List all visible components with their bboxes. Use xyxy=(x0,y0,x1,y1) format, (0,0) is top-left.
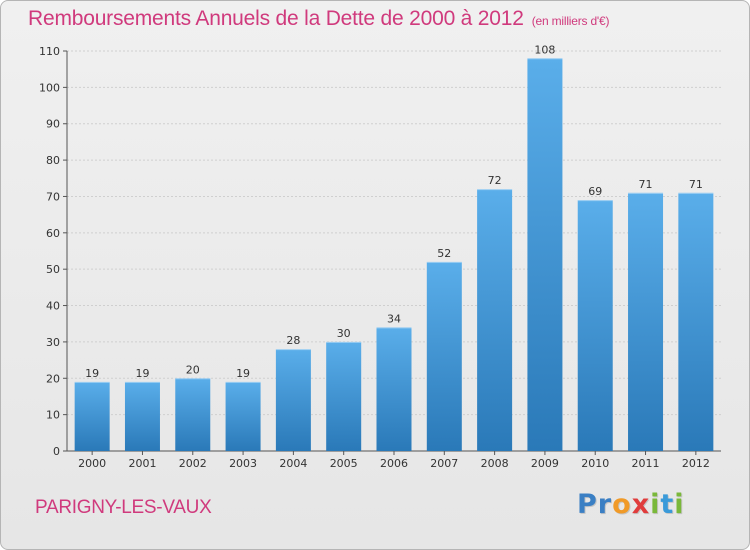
chart-subtitle: (en milliers d'€) xyxy=(531,14,610,28)
logo-letter: o xyxy=(612,489,632,520)
bars xyxy=(74,58,714,451)
value-label-2002: 20 xyxy=(186,363,200,376)
x-tick-label-2010: 2010 xyxy=(581,457,609,470)
logo-letter: P xyxy=(577,489,598,520)
bar-2005 xyxy=(326,341,362,451)
y-tick-label: 80 xyxy=(46,154,60,167)
value-label-2005: 30 xyxy=(337,327,351,340)
bar-2006 xyxy=(376,327,412,451)
value-label-2012: 71 xyxy=(689,178,703,191)
x-tick-label-2002: 2002 xyxy=(179,457,207,470)
x-tick-label-2007: 2007 xyxy=(430,457,458,470)
value-label-2008: 72 xyxy=(488,174,502,187)
value-label-2000: 19 xyxy=(85,367,99,380)
bar-2010 xyxy=(577,200,613,451)
bar-2000 xyxy=(74,381,110,451)
logo-letter: t xyxy=(660,489,675,520)
value-label-2003: 19 xyxy=(236,367,250,380)
x-tick-label-2012: 2012 xyxy=(682,457,710,470)
labels: 0 10 20 30 40 50 60 70 80 90 100 110 19 2000 19 2001 20 2… xyxy=(39,43,710,470)
logo-letter: r xyxy=(597,489,613,520)
value-label-2001: 19 xyxy=(135,367,149,380)
bar-2011 xyxy=(628,192,664,451)
bar-2009 xyxy=(527,58,563,451)
proxiti-logo: Proxiti xyxy=(577,489,685,520)
bar-2008 xyxy=(477,189,513,451)
y-tick-label: 20 xyxy=(46,372,60,385)
y-tick-label: 90 xyxy=(46,118,60,131)
bar-2004 xyxy=(275,349,311,451)
x-tick-label-2011: 2011 xyxy=(632,457,660,470)
bar-2002 xyxy=(175,378,211,451)
logo-letter: i xyxy=(674,489,685,520)
logo-letter: x xyxy=(631,489,651,520)
y-tick-label: 10 xyxy=(46,409,60,422)
value-label-2004: 28 xyxy=(286,334,300,347)
y-tick-label: 100 xyxy=(39,81,60,94)
bar-2012 xyxy=(678,192,714,451)
x-tick-label-2004: 2004 xyxy=(279,457,307,470)
x-tick-label-2008: 2008 xyxy=(481,457,509,470)
x-tick-label-2006: 2006 xyxy=(380,457,408,470)
value-label-2006: 34 xyxy=(387,312,401,325)
bar-2007 xyxy=(426,261,462,451)
bar-2003 xyxy=(225,381,261,451)
x-tick-label-2003: 2003 xyxy=(229,457,257,470)
x-tick-label-2000: 2000 xyxy=(78,457,106,470)
value-label-2007: 52 xyxy=(437,247,451,260)
y-tick-label: 50 xyxy=(46,263,60,276)
x-tick-label-2005: 2005 xyxy=(330,457,358,470)
y-tick-label: 60 xyxy=(46,227,60,240)
y-tick-label: 70 xyxy=(46,190,60,203)
y-tick-label: 110 xyxy=(39,45,60,58)
value-label-2009: 108 xyxy=(534,43,555,56)
x-tick-label-2009: 2009 xyxy=(531,457,559,470)
chart-title: Remboursements Annuels de la Dette de 20… xyxy=(28,7,609,31)
logo-letter: i xyxy=(650,489,661,520)
place-name: PARIGNY-LES-VAUX xyxy=(35,497,212,518)
chart-title-text: Remboursements Annuels de la Dette de 20… xyxy=(28,7,524,30)
bar-2001 xyxy=(124,381,160,451)
y-tick-label: 30 xyxy=(46,336,60,349)
value-label-2010: 69 xyxy=(588,185,602,198)
x-tick-label-2001: 2001 xyxy=(128,457,156,470)
y-tick-label: 40 xyxy=(46,300,60,313)
value-label-2011: 71 xyxy=(639,178,653,191)
y-tick-label: 0 xyxy=(53,445,60,458)
